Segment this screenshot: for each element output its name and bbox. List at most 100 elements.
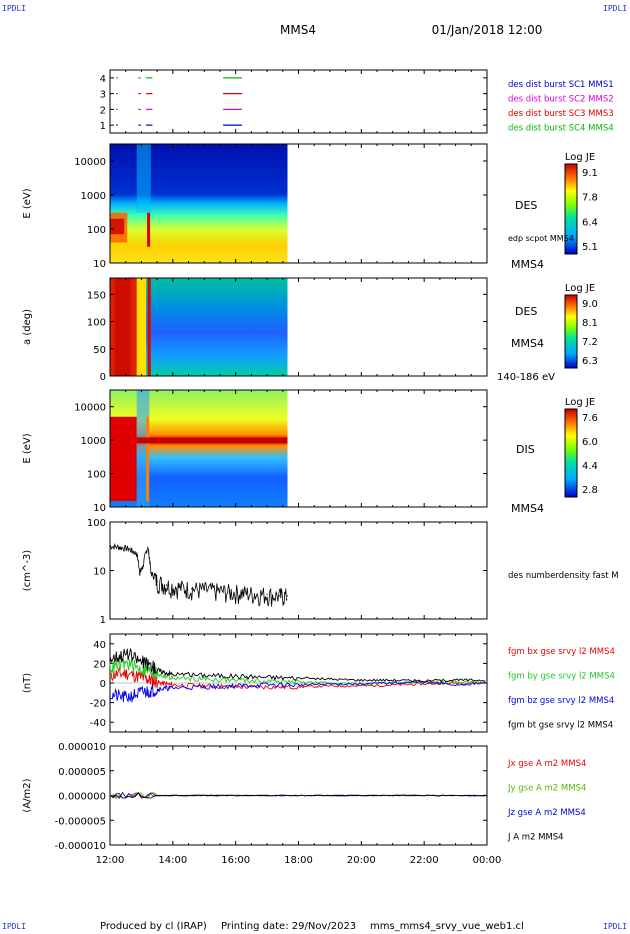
density-point xyxy=(139,572,141,574)
footer-printing-date: Printing date: 29/Nov/2023 xyxy=(221,921,356,932)
time-tick-label: 16:00 xyxy=(221,855,250,866)
footer-file: mms_mms4_srvy_vue_web1.cl xyxy=(370,921,524,932)
time-tick-label: 14:00 xyxy=(158,855,187,866)
field-bt-series xyxy=(109,647,486,683)
colorbar xyxy=(564,408,578,498)
time-tick-label: 18:00 xyxy=(284,855,313,866)
burst-legend-entry: des dist burst SC3 MMS3 xyxy=(508,109,614,119)
colorbar-tick-label: 6.4 xyxy=(582,217,598,228)
des-pitch-y-tick-label: 100 xyxy=(87,318,106,329)
density-point xyxy=(279,595,281,597)
density-point xyxy=(253,593,256,595)
density-point xyxy=(241,592,243,594)
field-y-tick-label: -20 xyxy=(90,699,106,710)
colorbar-tick-label: 9.1 xyxy=(582,168,598,179)
dis-energy-y-tick-label: 100 xyxy=(87,470,106,481)
field-legend-entry: fgm bx gse srvy l2 MMS4 xyxy=(508,647,615,657)
des-instrument-label: DES xyxy=(515,199,537,212)
current-y-tick-label: 0.000005 xyxy=(58,767,106,778)
colorbar-tick-label: 2.8 xyxy=(582,485,598,496)
current-j-series xyxy=(109,791,488,799)
des-energy-y-tick-label: 100 xyxy=(87,225,106,236)
des-energy-spectrogram xyxy=(110,144,288,263)
des-pitch-y-tick-label: 0 xyxy=(100,372,106,383)
colorbar xyxy=(564,163,578,255)
field-legend-entry: fgm bt gse srvy l2 MMS4 xyxy=(508,721,613,731)
field-bz-series xyxy=(109,680,486,703)
des-pitch-y-tick-label: 50 xyxy=(93,345,106,356)
field-y-tick-label: -40 xyxy=(90,718,106,729)
density-point xyxy=(136,553,138,555)
des-pitch-y-tick-label: 150 xyxy=(87,290,106,301)
colorbar-title: Log JE xyxy=(565,283,595,294)
des-craft-label: MMS4 xyxy=(511,258,544,271)
corner-mark-br: IPDLI xyxy=(603,922,628,931)
field-by-series xyxy=(109,657,486,686)
density-point xyxy=(286,595,289,597)
current-legend-entry: Jy gse A m2 MMS4 xyxy=(507,784,586,794)
field-y-tick-label: 20 xyxy=(93,659,106,670)
density-point xyxy=(147,546,149,548)
current-y-tick-label: -0.000010 xyxy=(55,841,106,852)
density-point xyxy=(178,586,180,588)
burst-y-tick-label: 3 xyxy=(100,90,106,101)
des-note-label: edp scpot MMS4 xyxy=(508,234,574,243)
density-y-tick-label: 100 xyxy=(87,518,106,529)
dis-energy-y-tick-label: 10 xyxy=(93,503,106,514)
y-axis-label: E (eV) xyxy=(22,433,33,463)
des-pitch-core-band xyxy=(114,278,131,376)
y-axis-label: (A/m2) xyxy=(22,778,33,812)
dis-energy-hot-patch xyxy=(110,416,137,502)
field-y-tick-label: 0 xyxy=(100,679,106,690)
dis-instrument-label: DIS xyxy=(516,443,535,456)
colorbar-title: Log JE xyxy=(565,152,595,163)
density-point xyxy=(150,572,152,574)
density-point xyxy=(266,593,268,596)
density-point xyxy=(142,566,144,568)
des-energy-y-tick-label: 1000 xyxy=(81,191,106,202)
corner-mark-tl: IPDLI xyxy=(2,4,27,13)
field-bx-series xyxy=(109,666,486,690)
dis-energy-y-tick-label: 1000 xyxy=(81,436,106,447)
density-series xyxy=(109,542,288,607)
burst-legend-entry: des dist burst SC4 MMS4 xyxy=(508,124,614,134)
colorbar-title: Log JE xyxy=(565,397,595,408)
des-pitch-craft-label: MMS4 xyxy=(511,337,544,350)
density-point xyxy=(156,580,158,582)
colorbar-tick-label: 5.1 xyxy=(582,242,598,253)
colorbar-tick-label: 7.2 xyxy=(582,337,598,348)
burst-panel-frame xyxy=(109,69,488,134)
colorbar-tick-label: 6.0 xyxy=(582,437,598,448)
colorbar-tick-label: 6.3 xyxy=(582,356,598,367)
spacecraft-title: MMS4 xyxy=(280,23,316,37)
corner-mark-tr: IPDLI xyxy=(603,4,628,13)
dis-energy-spike xyxy=(146,416,150,502)
des-pitch-energy-range: 140-186 eV xyxy=(497,372,555,383)
y-axis-label: a (deg) xyxy=(22,309,33,345)
current-legend-entry: Jx gse A m2 MMS4 xyxy=(507,759,586,769)
density-y-tick-label: 1 xyxy=(100,615,106,626)
density-y-tick-label: 10 xyxy=(93,567,106,578)
des-pitch-instrument-label: DES xyxy=(515,305,537,318)
density-point xyxy=(216,590,218,592)
colorbar-tick-label: 7.8 xyxy=(582,193,598,204)
time-tick-label: 12:00 xyxy=(96,855,125,866)
burst-y-tick-label: 4 xyxy=(100,74,106,85)
field-legend-entry: fgm by gse srvy l2 MMS4 xyxy=(508,672,615,682)
plot-datetime: 01/Jan/2018 12:00 xyxy=(432,23,543,37)
current-y-tick-label: 0.000000 xyxy=(58,792,106,803)
colorbar-tick-label: 4.4 xyxy=(582,461,598,472)
burst-legend-entry: des dist burst SC2 MMS2 xyxy=(508,95,614,105)
field-y-tick-label: 40 xyxy=(93,640,106,651)
density-point xyxy=(118,546,121,548)
time-tick-label: 00:00 xyxy=(473,855,502,866)
density-point xyxy=(128,548,130,550)
des-pitch-transition xyxy=(136,278,147,376)
density-panel-frame xyxy=(109,521,488,620)
des-energy-spike xyxy=(147,212,151,247)
dis-energy-y-tick-label: 10000 xyxy=(74,403,106,414)
density-point xyxy=(203,589,205,591)
des-energy-y-tick-label: 10 xyxy=(93,259,106,270)
y-axis-label: E (eV) xyxy=(22,188,33,218)
